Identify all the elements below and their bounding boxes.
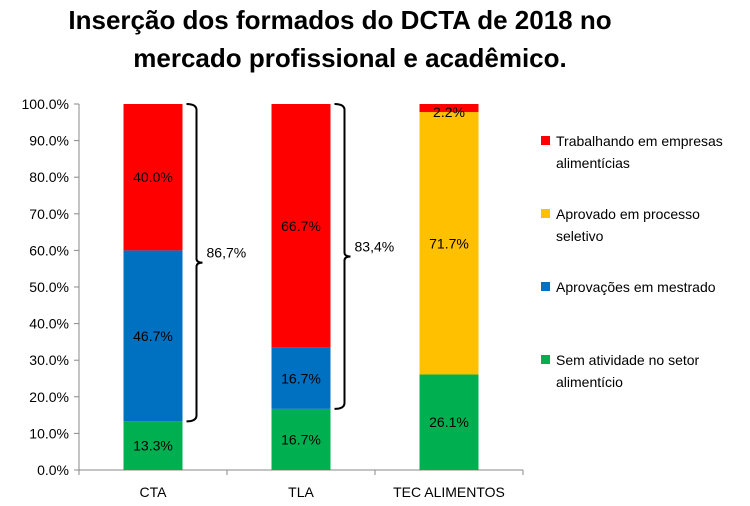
y-tick-label: 10.0% bbox=[29, 425, 69, 441]
y-tick-label: 40.0% bbox=[29, 316, 69, 332]
brace bbox=[334, 103, 351, 410]
data-label: 16.7% bbox=[281, 370, 321, 386]
data-label: 13.3% bbox=[133, 438, 173, 454]
legend-swatch bbox=[541, 355, 550, 364]
data-label: 26.1% bbox=[429, 414, 469, 430]
legend-item: Aprovado em processo seletivo bbox=[541, 206, 700, 244]
data-label: 16.7% bbox=[281, 431, 321, 447]
bar-segment bbox=[123, 421, 183, 470]
legend-label: Aprovações em mestrado bbox=[556, 279, 716, 295]
x-tick-label: TEC ALIMENTOS bbox=[393, 484, 505, 500]
y-tick-label: 100.0% bbox=[22, 96, 69, 112]
legend-item: Aprovações em mestrado bbox=[541, 279, 716, 295]
data-label: 66.7% bbox=[281, 218, 321, 234]
y-tick-label: 60.0% bbox=[29, 242, 69, 258]
y-tick-label: 70.0% bbox=[29, 206, 69, 222]
data-label: 2.2% bbox=[433, 104, 465, 120]
brace bbox=[186, 103, 203, 423]
legend-item: Trabalhando em empresas alimentícias bbox=[541, 133, 723, 171]
legend-label: Aprovado em processo bbox=[556, 206, 700, 222]
x-tick-label: TLA bbox=[288, 484, 314, 500]
bar-segment bbox=[271, 347, 331, 409]
bar-segment bbox=[271, 104, 331, 348]
legend-swatch bbox=[541, 282, 550, 291]
bar-segment bbox=[419, 104, 479, 113]
chart-title-line-2: mercado profissional e acadêmico. bbox=[133, 43, 567, 73]
legend-label: alimentícias bbox=[556, 155, 630, 171]
data-label: 46.7% bbox=[133, 328, 173, 344]
y-tick-label: 50.0% bbox=[29, 279, 69, 295]
legend-item: Sem atividade no setor alimentício bbox=[541, 352, 700, 390]
bar-segment bbox=[419, 112, 479, 375]
bar-segment bbox=[123, 104, 183, 251]
y-tick-label: 0.0% bbox=[37, 462, 69, 478]
y-tick-label: 20.0% bbox=[29, 389, 69, 405]
brace-label: 86,7% bbox=[207, 245, 247, 261]
bar-segment bbox=[271, 408, 331, 470]
y-tick-label: 80.0% bbox=[29, 169, 69, 185]
data-label: 71.7% bbox=[429, 235, 469, 251]
x-tick-label: CTA bbox=[140, 484, 168, 500]
chart-title-line-1: Inserção dos formados do DCTA de 2018 no bbox=[68, 5, 611, 35]
legend-label: Sem atividade no setor bbox=[556, 352, 700, 368]
brace-label: 83,4% bbox=[355, 238, 395, 254]
data-label: 40.0% bbox=[133, 169, 173, 185]
legend-swatch bbox=[541, 209, 550, 218]
y-tick-label: 30.0% bbox=[29, 352, 69, 368]
legend-swatch bbox=[541, 136, 550, 145]
legend-label: Trabalhando em empresas bbox=[556, 133, 723, 149]
legend-label: alimentício bbox=[556, 374, 623, 390]
legend-label: seletivo bbox=[556, 228, 604, 244]
bar-segment bbox=[419, 374, 479, 470]
bar-segment bbox=[123, 250, 183, 422]
y-tick-label: 90.0% bbox=[29, 133, 69, 149]
